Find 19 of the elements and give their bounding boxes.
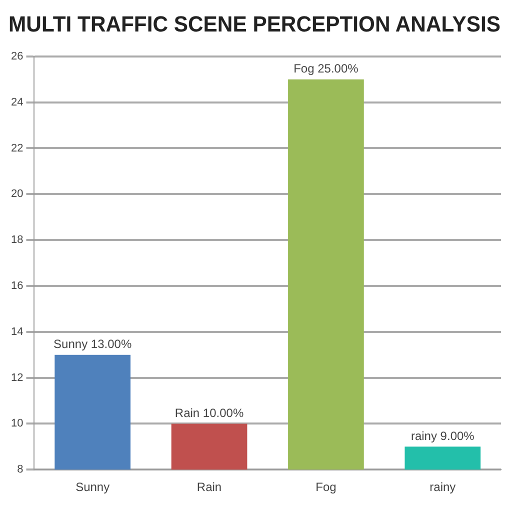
y-tick-label: 8 (17, 464, 24, 476)
chart-title: MULTI TRAFFIC SCENE PERCEPTION ANALYSIS (8, 10, 500, 36)
y-tick-label: 10 (10, 418, 24, 430)
y-tick-label: 14 (10, 326, 24, 338)
y-tick-label: 22 (10, 142, 24, 154)
y-tick-label: 18 (10, 234, 24, 246)
y-tick-label: 12 (10, 372, 24, 384)
x-tick-label: rainy (430, 480, 456, 494)
data-label: Rain 10.00% (174, 406, 244, 420)
y-tick-label: 24 (10, 96, 24, 108)
y-tick-label: 26 (10, 50, 24, 62)
x-tick-label: Rain (196, 480, 222, 494)
data-label: Sunny 13.00% (54, 337, 132, 352)
y-tick-label: 20 (10, 188, 24, 200)
y-tick-label: 16 (10, 280, 24, 292)
data-label: rainy 9.00% (410, 428, 475, 443)
x-tick-label: Sunny (76, 480, 110, 494)
x-tick-label: Fog (316, 480, 336, 494)
data-label: Fog 25.00% (294, 62, 359, 76)
